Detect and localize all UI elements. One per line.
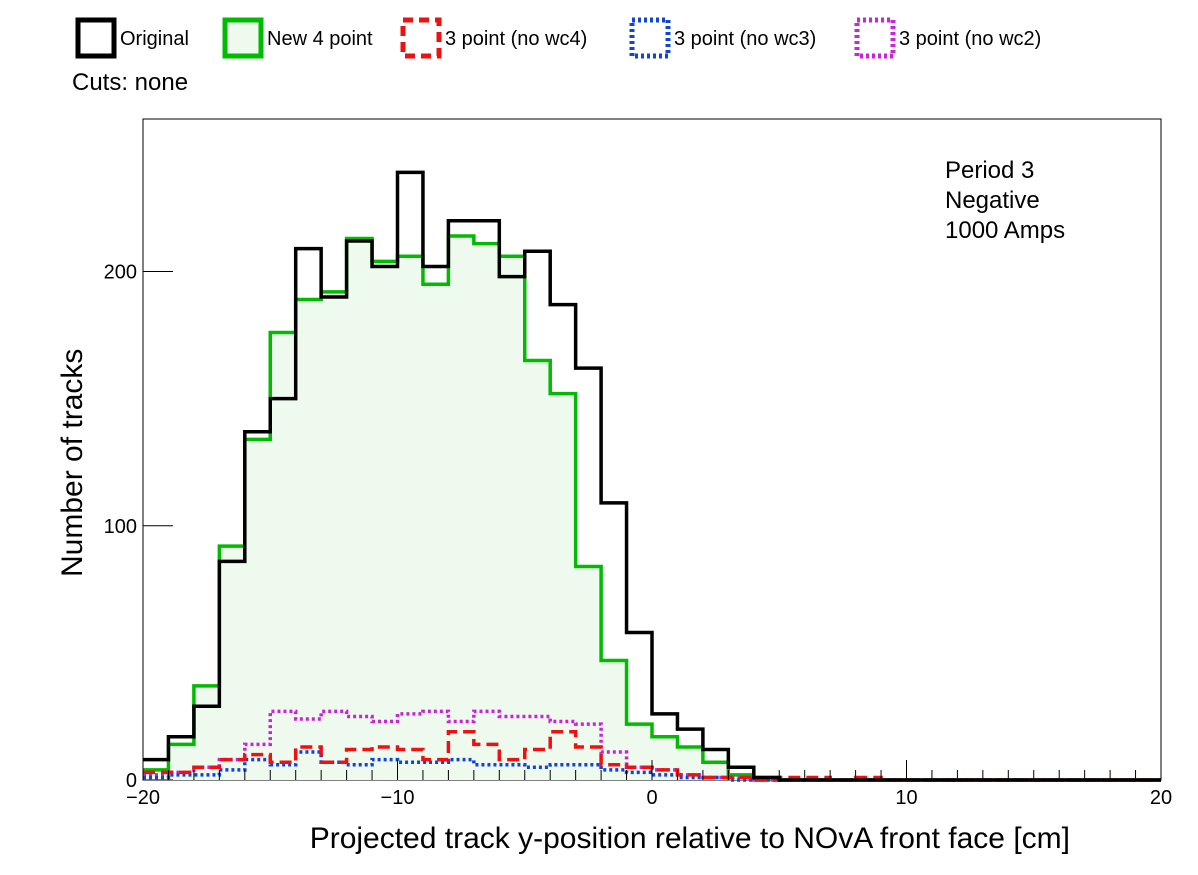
- x-tick-label: 0: [646, 787, 657, 809]
- x-axis-title: Projected track y-position relative to N…: [310, 822, 1070, 855]
- legend-label: Original: [120, 28, 189, 50]
- y-tick-label: 100: [104, 516, 137, 538]
- series-line-original: [143, 170, 1161, 782]
- x-tick-label: −20: [126, 787, 160, 809]
- x-tick-label: 10: [895, 787, 917, 809]
- legend-swatch: [400, 17, 442, 59]
- annotation: Period 3 Negative 1000 Amps: [945, 157, 1065, 244]
- x-tick-label: −10: [381, 787, 415, 809]
- series-fill: [143, 235, 1161, 780]
- series-line-3-point-no-wc3: [143, 750, 1161, 782]
- y-axis-title: Number of tracks: [56, 349, 89, 577]
- legend-swatch: [629, 17, 671, 59]
- cuts-label: Cuts: none: [72, 69, 188, 96]
- legend: Original New 4 point 3 point (no wc4) 3 poi…: [75, 17, 1041, 59]
- annotation-current: 1000 Amps: [945, 217, 1065, 244]
- legend-swatch: [75, 17, 117, 59]
- series-layer: [143, 170, 1161, 782]
- legend-label: New 4 point: [267, 28, 373, 50]
- legend-swatch: [222, 17, 264, 59]
- annotation-polarity: Negative: [945, 187, 1040, 214]
- legend-swatch: [854, 17, 896, 59]
- legend-label: 3 point (no wc4): [445, 28, 587, 50]
- legend-label: 3 point (no wc2): [899, 28, 1041, 50]
- y-tick-label: 200: [104, 262, 137, 284]
- x-tick-label: 20: [1150, 787, 1172, 809]
- legend-label: 3 point (no wc3): [674, 28, 816, 50]
- y-tick-label: 0: [126, 770, 137, 792]
- annotation-period: Period 3: [945, 157, 1034, 184]
